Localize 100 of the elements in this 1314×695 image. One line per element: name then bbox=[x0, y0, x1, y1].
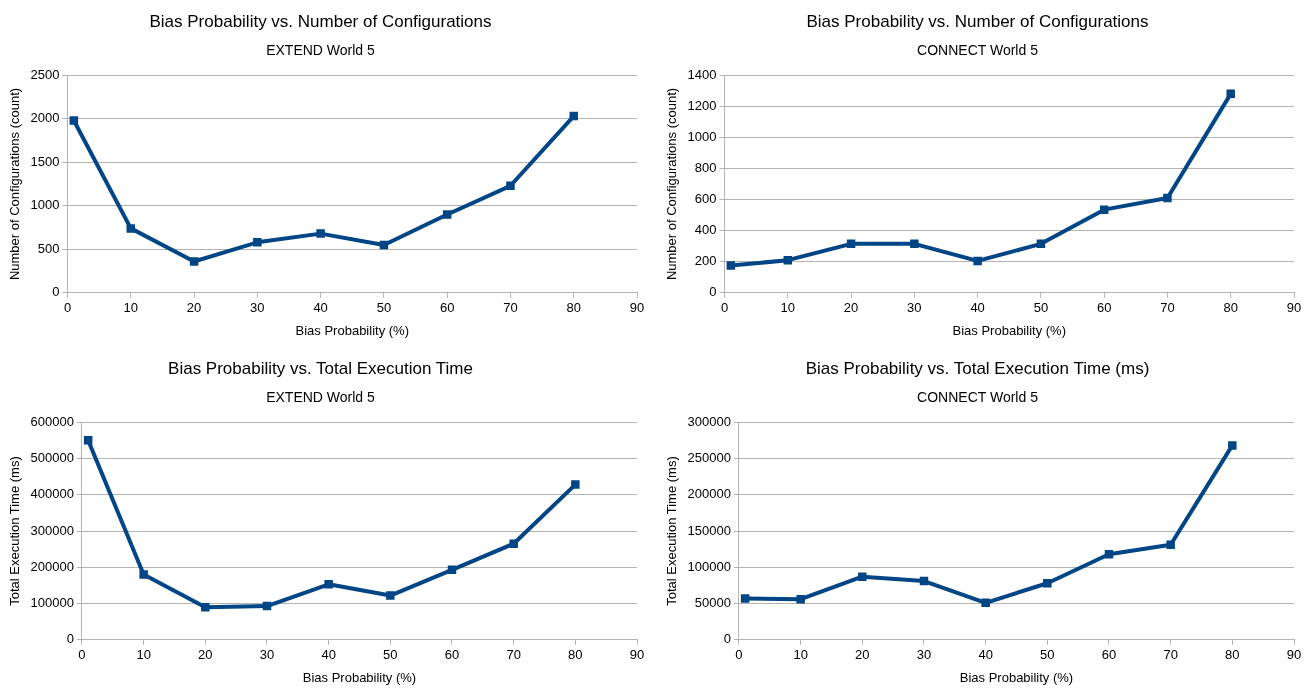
x-tick-label: 20 bbox=[843, 300, 859, 316]
x-axis-title: Bias Probability (%) bbox=[302, 669, 417, 685]
x-tick-label: 50 bbox=[1040, 647, 1055, 663]
point bbox=[386, 591, 395, 600]
x-tick-label: 70 bbox=[506, 647, 521, 663]
y-tick-label: 1000 bbox=[30, 197, 60, 213]
x-tick-label: 90 bbox=[1286, 647, 1302, 663]
x-tick-label: 40 bbox=[321, 647, 336, 663]
point bbox=[442, 210, 452, 219]
y-tick-label: 0 bbox=[66, 631, 74, 647]
point bbox=[1226, 89, 1235, 99]
point bbox=[858, 572, 867, 581]
x-tick-label: 0 bbox=[78, 647, 86, 663]
point bbox=[1163, 193, 1172, 203]
y-axis-title: Total Execution Time (ms) bbox=[7, 456, 23, 606]
point bbox=[509, 539, 518, 548]
x-tick-label: 10 bbox=[793, 647, 808, 663]
x-tick-label: 80 bbox=[568, 647, 583, 663]
chart-title: Bias Probability vs. Number of Configurations bbox=[806, 11, 1149, 31]
point bbox=[69, 116, 79, 125]
chart-subtitle: EXTEND World 5 bbox=[266, 41, 376, 58]
y-tick-label: 150000 bbox=[687, 522, 731, 538]
x-tick-label: 10 bbox=[123, 300, 139, 316]
x-tick-label: 30 bbox=[259, 647, 275, 663]
y-tick-label: 1400 bbox=[687, 66, 717, 82]
x-tick-label: 40 bbox=[313, 300, 328, 316]
y-tick-label: 250000 bbox=[687, 450, 731, 466]
y-tick-label: 400 bbox=[694, 222, 717, 238]
x-axis-title: Bias Probability (%) bbox=[959, 669, 1074, 685]
y-tick-label: 600 bbox=[694, 191, 717, 207]
point bbox=[740, 594, 750, 603]
x-tick-label: 30 bbox=[907, 300, 922, 316]
y-tick-label: 50000 bbox=[694, 595, 731, 611]
x-tick-label: 40 bbox=[970, 300, 985, 316]
y-axis-title: Number of Configurations (count) bbox=[664, 87, 680, 281]
x-tick-label: 60 bbox=[1096, 300, 1112, 316]
x-tick-label: 80 bbox=[1225, 647, 1240, 663]
chart-subtitle: CONNECT World 5 bbox=[917, 41, 1039, 58]
y-tick-label: 0 bbox=[52, 284, 60, 300]
x-tick-label: 60 bbox=[1101, 647, 1117, 663]
point bbox=[201, 602, 210, 612]
chart-title: Bias Probability vs. Total Execution Time (ms) bbox=[805, 358, 1150, 378]
x-tick-label: 0 bbox=[735, 647, 743, 663]
point bbox=[83, 436, 93, 445]
y-tick-label: 100000 bbox=[687, 558, 731, 574]
point bbox=[126, 224, 136, 233]
x-tick-label: 10 bbox=[780, 300, 796, 316]
chart-title: Bias Probability vs. Total Execution Time bbox=[168, 358, 473, 378]
point bbox=[1043, 578, 1052, 588]
point bbox=[324, 580, 333, 589]
point bbox=[1166, 540, 1175, 550]
point bbox=[1228, 441, 1237, 450]
point bbox=[189, 257, 199, 266]
y-tick-label: 800 bbox=[694, 160, 717, 176]
point bbox=[571, 480, 580, 489]
y-tick-label: 400000 bbox=[30, 486, 74, 502]
y-tick-label: 0 bbox=[723, 631, 731, 647]
point bbox=[726, 261, 736, 270]
x-tick-label: 60 bbox=[444, 647, 460, 663]
x-tick-label: 60 bbox=[439, 300, 455, 316]
point bbox=[139, 570, 148, 579]
chart-title: Bias Probability vs. Number of Configurations bbox=[149, 11, 492, 31]
y-tick-label: 300000 bbox=[30, 522, 74, 538]
y-tick-label: 2000 bbox=[30, 110, 60, 126]
x-tick-label: 10 bbox=[136, 647, 151, 663]
x-axis-title: Bias Probability (%) bbox=[952, 322, 1066, 338]
chart-subtitle: EXTEND World 5 bbox=[266, 388, 376, 405]
point bbox=[569, 111, 578, 121]
x-tick-label: 30 bbox=[250, 300, 265, 316]
x-axis-title: Bias Probability (%) bbox=[295, 322, 409, 338]
x-tick-label: 80 bbox=[566, 300, 581, 316]
x-tick-label: 90 bbox=[1286, 300, 1302, 316]
point bbox=[981, 598, 990, 608]
x-tick-label: 70 bbox=[503, 300, 518, 316]
x-tick-label: 50 bbox=[383, 647, 398, 663]
chart-subtitle: CONNECT World 5 bbox=[917, 388, 1039, 405]
y-tick-label: 200000 bbox=[30, 558, 74, 574]
y-tick-label: 2500 bbox=[30, 66, 60, 82]
y-tick-label: 1000 bbox=[687, 128, 717, 144]
y-tick-label: 0 bbox=[709, 284, 717, 300]
point bbox=[253, 238, 262, 247]
point bbox=[910, 239, 919, 249]
y-tick-label: 1500 bbox=[30, 153, 60, 169]
point bbox=[1099, 205, 1109, 214]
x-tick-label: 20 bbox=[186, 300, 202, 316]
y-tick-label: 200000 bbox=[687, 486, 731, 502]
y-tick-label: 600000 bbox=[30, 413, 74, 429]
point bbox=[506, 181, 515, 190]
x-tick-label: 50 bbox=[1033, 300, 1049, 316]
x-tick-label: 80 bbox=[1223, 300, 1238, 316]
y-tick-label: 500 bbox=[37, 240, 60, 256]
x-tick-label: 40 bbox=[978, 647, 993, 663]
x-tick-label: 30 bbox=[916, 647, 932, 663]
y-tick-label: 500000 bbox=[30, 450, 74, 466]
x-tick-label: 90 bbox=[629, 300, 645, 316]
x-tick-label: 70 bbox=[1160, 300, 1175, 316]
x-tick-label: 50 bbox=[376, 300, 392, 316]
point bbox=[973, 256, 982, 266]
x-tick-label: 20 bbox=[855, 647, 870, 663]
y-axis-title: Total Execution Time (ms) bbox=[664, 456, 680, 606]
